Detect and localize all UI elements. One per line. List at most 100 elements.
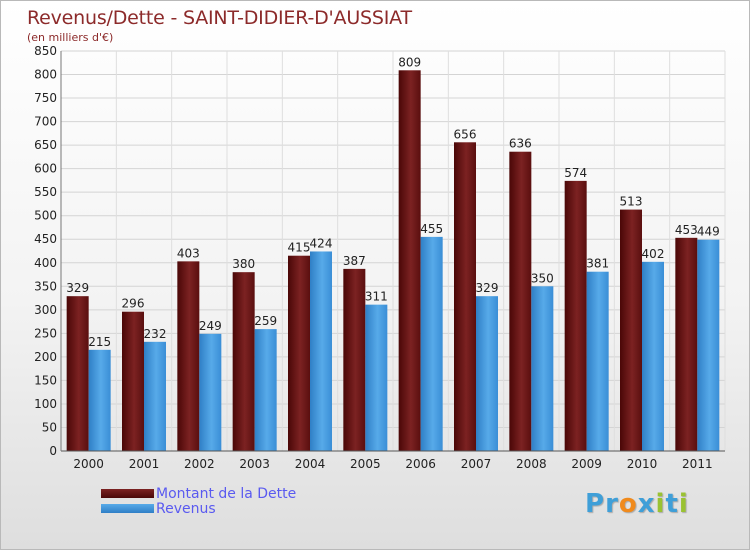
y-tick-label: 650 [34,138,57,152]
x-tick-label: 2004 [295,457,326,471]
x-tick-label: 2002 [184,457,215,471]
bar-revenus-2001 [144,341,166,451]
y-tick-label: 750 [34,91,57,105]
logo-letter: i [655,489,666,519]
proxiti-logo[interactable]: Proxiti [585,489,689,519]
bar-revenus-2002 [199,333,222,451]
legend-label-revenus: Revenus [156,500,216,517]
data-label: 311 [365,290,388,304]
bar-revenus-2000 [88,349,111,451]
x-tick-label: 2008 [516,457,547,471]
data-label: 455 [420,222,443,236]
bar-dette-2000 [66,296,89,451]
y-tick-label: 300 [34,303,57,317]
x-tick-label: 2005 [350,457,381,471]
y-tick-label: 50 [42,420,57,434]
bar-dette-2006 [398,70,421,451]
legend-label-dette: Montant de la Dette [156,485,297,502]
bar-dette-2010 [620,209,642,451]
chart-title: Revenus/Dette - SAINT-DIDIER-D'AUSSIAT [27,7,412,29]
y-tick-label: 250 [34,326,57,340]
legend-swatch-revenus [101,504,154,513]
x-tick-label: 2007 [461,457,492,471]
grid-layer [60,50,726,452]
bar-revenus-2004 [310,251,332,451]
y-tick-label: 450 [34,232,57,246]
data-label: 215 [88,335,111,349]
data-label: 424 [310,236,333,250]
data-label: 259 [254,314,277,328]
data-label: 636 [509,137,532,151]
data-label: 449 [697,225,720,239]
bar-revenus-2007 [476,296,498,451]
data-label: 656 [454,127,477,141]
data-label: 380 [232,257,255,271]
data-label: 329 [66,281,89,295]
bar-dette-2003 [232,272,255,451]
bar-revenus-2003 [254,329,277,451]
legend-item-dette: Montant de la Dette [101,485,297,502]
bar-revenus-2009 [586,271,609,451]
x-tick-label: 2009 [571,457,602,471]
bars-layer [66,70,720,452]
logo-letter: t [665,489,679,519]
axis-layer: 0 50 100 150 200 250 300 350 400 450 500 550 600 650 7… [34,44,725,471]
bar-dette-2009 [564,180,587,451]
chart-subtitle: (en milliers d'€) [27,31,114,44]
x-tick-label: 2010 [627,457,658,471]
bar-dette-2004 [288,255,310,451]
data-label: 574 [564,166,587,180]
bar-revenus-2006 [420,236,443,451]
y-tick-label: 100 [34,397,57,411]
bar-dette-2002 [177,261,200,451]
y-tick-label: 350 [34,279,57,293]
data-label: 350 [531,271,554,285]
data-label: 232 [144,327,167,341]
data-label: 329 [476,281,499,295]
data-label: 415 [288,241,311,255]
x-tick-label: 2003 [239,457,270,471]
y-tick-label: 800 [34,68,57,82]
labels-layer: 329 215 296 232 403 249 380 259 415 424 387 311 809 4… [66,55,720,349]
logo-letter: r [605,489,619,519]
bar-dette-2007 [454,142,476,451]
logo-letter: i [678,489,689,519]
bar-dette-2008 [509,151,532,452]
bar-revenus-2011 [697,239,720,451]
logo-letter: o [618,489,638,519]
bar-revenus-2008 [531,286,554,451]
bar-revenus-2010 [642,261,664,451]
logo-letter: P [585,489,606,519]
y-tick-label: 500 [34,209,57,223]
bar-dette-2005 [343,268,366,451]
y-tick-label: 0 [49,444,57,458]
data-label: 296 [122,297,145,311]
data-label: 403 [177,246,200,260]
data-label: 387 [343,254,366,268]
x-tick-label: 2001 [129,457,160,471]
y-tick-label: 550 [34,185,57,199]
bar-dette-2011 [675,237,698,451]
legend-item-revenus: Revenus [101,500,296,517]
legend-swatch-dette [101,489,154,498]
data-label: 513 [620,195,643,209]
logo-letter: x [637,489,656,519]
bar-dette-2001 [122,311,144,451]
y-tick-label: 700 [34,115,57,129]
y-tick-label: 200 [34,350,57,364]
y-tick-label: 150 [34,373,57,387]
data-label: 809 [398,55,421,69]
y-tick-label: 400 [34,256,57,270]
data-label: 453 [675,223,698,237]
data-label: 249 [199,319,222,333]
x-tick-label: 2000 [73,457,104,471]
data-label: 402 [642,247,665,261]
x-tick-label: 2006 [405,457,436,471]
legend: Montant de la Dette Revenus [101,485,297,517]
y-tick-label: 850 [34,44,57,58]
bar-revenus-2005 [365,304,388,451]
y-tick-label: 600 [34,162,57,176]
x-tick-label: 2011 [682,457,713,471]
